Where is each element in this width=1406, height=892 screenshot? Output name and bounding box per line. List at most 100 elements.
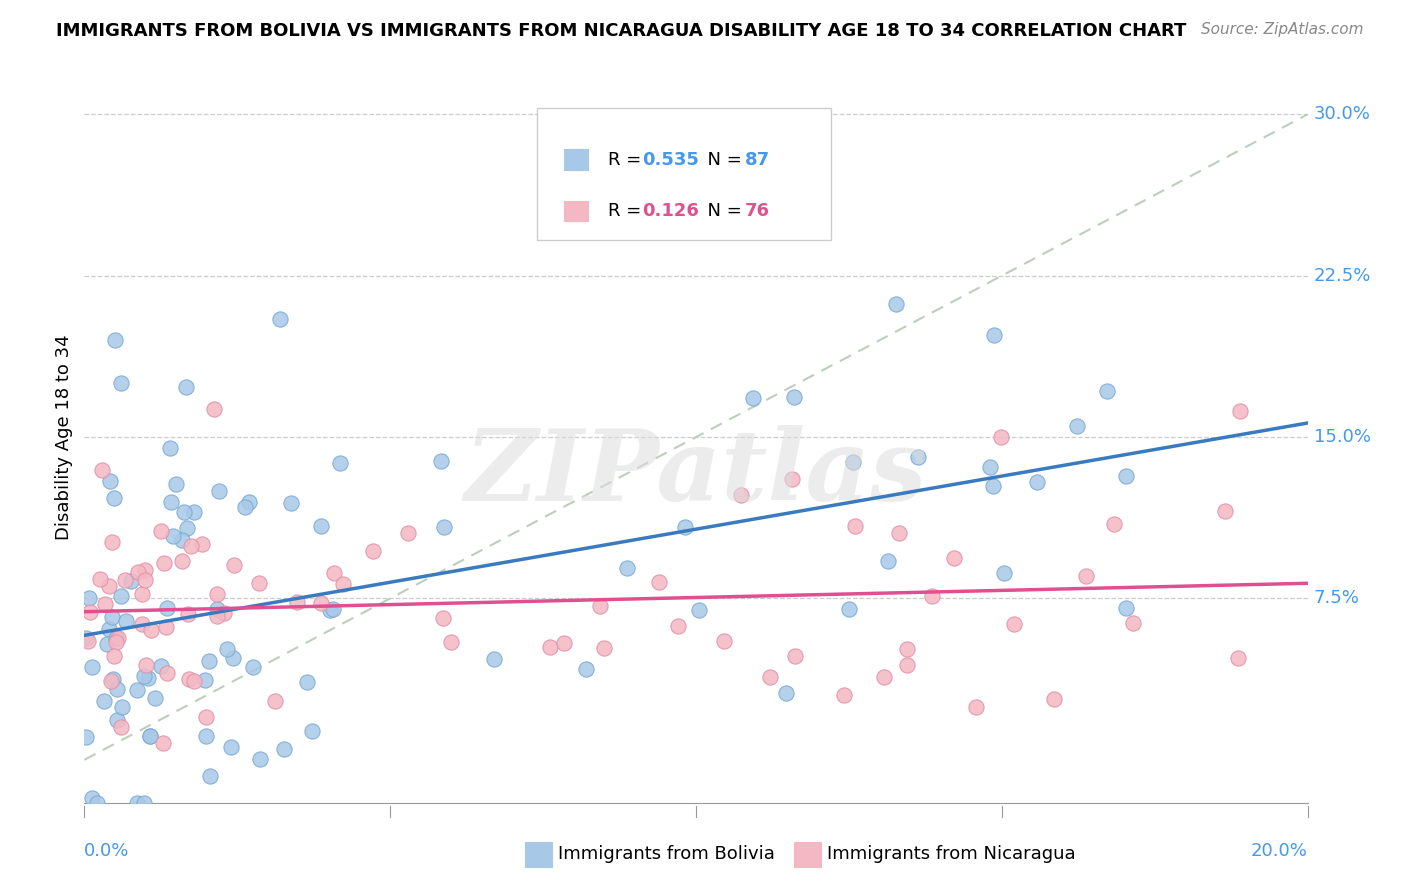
Point	[174, 380, 197, 394]
Point	[247, 576, 270, 591]
Point	[98, 474, 121, 488]
Bar	[794, 841, 821, 867]
Point	[98, 579, 121, 593]
Point	[219, 739, 242, 754]
Point	[183, 505, 205, 519]
Point	[93, 694, 115, 708]
Point	[965, 700, 987, 714]
Point	[876, 554, 898, 568]
Text: 87: 87	[745, 151, 770, 169]
Point	[889, 525, 911, 540]
Point	[101, 672, 124, 686]
Point	[101, 610, 124, 624]
Point	[322, 566, 344, 581]
Point	[100, 674, 122, 689]
Point	[363, 544, 385, 558]
Point	[134, 563, 156, 577]
Point	[896, 658, 918, 673]
Point	[179, 672, 201, 686]
Point	[207, 608, 229, 623]
Point	[111, 700, 134, 714]
Point	[153, 556, 176, 570]
Point	[114, 614, 136, 628]
Point	[159, 441, 181, 455]
Point	[165, 477, 187, 491]
Point	[101, 534, 124, 549]
Point	[983, 327, 1005, 342]
Point	[79, 605, 101, 619]
Text: Immigrants from Nicaragua: Immigrants from Nicaragua	[827, 845, 1076, 863]
Point	[105, 681, 128, 696]
Point	[208, 483, 231, 498]
Point	[110, 589, 132, 603]
Text: 0.126: 0.126	[643, 202, 699, 220]
Point	[156, 665, 179, 680]
Point	[1102, 516, 1125, 531]
Point	[648, 574, 671, 589]
Point	[482, 652, 505, 666]
Text: R =: R =	[607, 202, 647, 220]
Point	[195, 729, 218, 743]
Point	[103, 648, 125, 663]
Text: 22.5%: 22.5%	[1313, 267, 1371, 285]
Point	[127, 565, 149, 579]
Point	[205, 587, 228, 601]
Point	[673, 520, 696, 534]
Point	[264, 694, 287, 708]
Point	[921, 589, 943, 603]
Point	[269, 311, 291, 326]
Text: N =: N =	[696, 202, 748, 220]
Point	[1026, 475, 1049, 489]
Point	[332, 576, 354, 591]
Point	[170, 533, 193, 548]
Point	[430, 454, 453, 468]
Point	[90, 463, 112, 477]
Text: Source: ZipAtlas.com: Source: ZipAtlas.com	[1201, 22, 1364, 37]
Point	[433, 520, 456, 534]
Point	[832, 688, 855, 702]
Point	[907, 450, 929, 465]
Point	[242, 660, 264, 674]
Point	[114, 573, 136, 587]
Point	[94, 597, 117, 611]
Point	[1074, 569, 1097, 583]
Point	[76, 730, 98, 744]
Point	[173, 505, 195, 519]
Point	[273, 742, 295, 756]
Point	[285, 595, 308, 609]
Point	[742, 391, 765, 405]
Point	[309, 596, 332, 610]
Point	[1115, 469, 1137, 483]
Text: IMMIGRANTS FROM BOLIVIA VS IMMIGRANTS FROM NICARAGUA DISABILITY AGE 18 TO 34 COR: IMMIGRANTS FROM BOLIVIA VS IMMIGRANTS FR…	[56, 22, 1187, 40]
Text: 30.0%: 30.0%	[1313, 105, 1371, 123]
Point	[80, 660, 103, 674]
Point	[432, 611, 454, 625]
Point	[150, 658, 173, 673]
Point	[105, 631, 128, 645]
Point	[588, 599, 610, 613]
Point	[79, 591, 101, 605]
Point	[131, 586, 153, 600]
Point	[1002, 617, 1025, 632]
Point	[1115, 601, 1137, 615]
Bar	[564, 150, 588, 170]
Point	[592, 640, 614, 655]
Point	[159, 495, 181, 509]
Point	[896, 641, 918, 656]
Point	[1213, 504, 1236, 518]
Point	[75, 631, 97, 645]
Point	[131, 617, 153, 632]
Point	[730, 488, 752, 502]
Point	[783, 390, 806, 404]
Point	[177, 607, 200, 622]
Point	[943, 550, 966, 565]
Point	[222, 650, 245, 665]
Point	[149, 524, 172, 538]
Point	[195, 710, 218, 724]
Bar	[524, 841, 551, 867]
Point	[104, 635, 127, 649]
Point	[759, 669, 782, 683]
Point	[873, 669, 896, 683]
Point	[202, 401, 225, 416]
Text: 0.0%: 0.0%	[84, 842, 129, 860]
